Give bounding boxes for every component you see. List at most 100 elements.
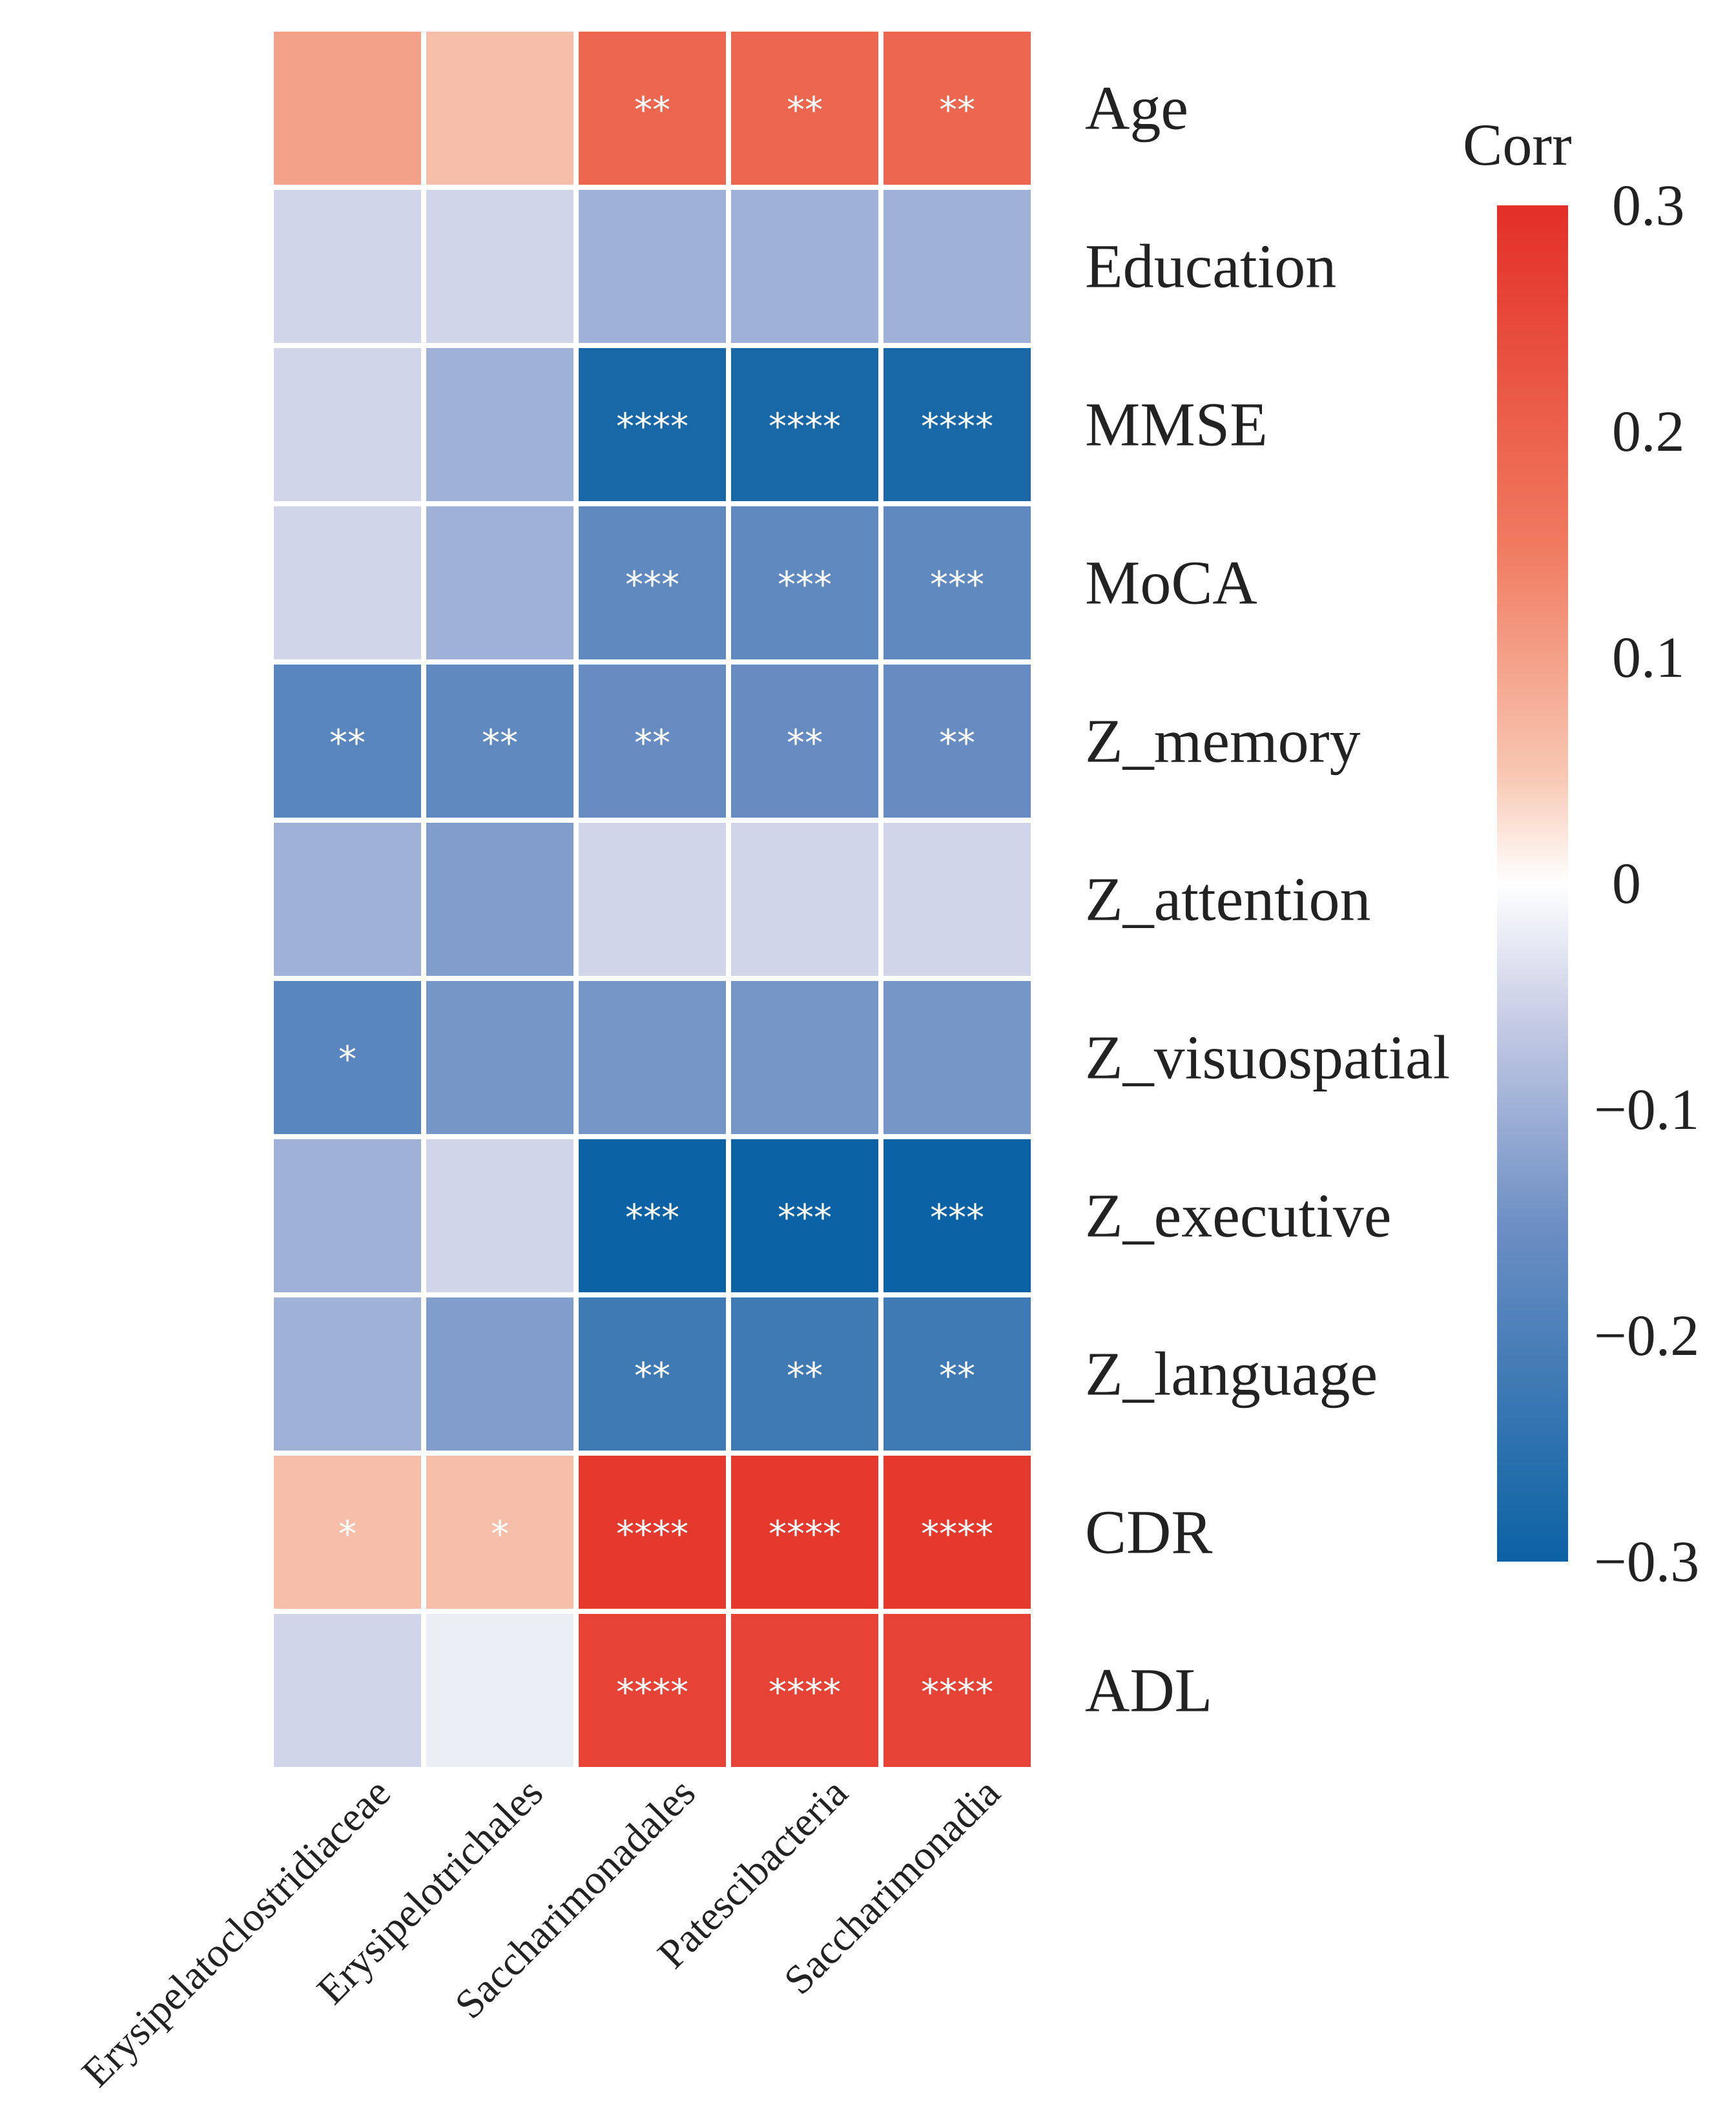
row-label: Education (1085, 232, 1336, 301)
heatmap-cell (426, 190, 574, 343)
heatmap-cell (274, 348, 421, 501)
heatmap-cell (579, 981, 726, 1134)
heatmap-cell (274, 1614, 421, 1767)
legend-tick-label: −0.2 (1594, 1304, 1699, 1368)
heatmap-cell (274, 32, 421, 185)
heatmap-cell (579, 348, 726, 501)
significance-label: ** (634, 1356, 670, 1398)
heatmap-cell (731, 665, 878, 818)
significance-label: **** (616, 1514, 688, 1556)
legend-title: Corr (1463, 112, 1572, 178)
heatmap-cell (884, 348, 1031, 501)
heatmap-cell (884, 823, 1031, 976)
column-labels: ErysipelatoclostridiaceaeErysipelotricha… (73, 1770, 1009, 2096)
heatmap-cells (274, 32, 1031, 1767)
heatmap-cell (884, 665, 1031, 818)
significance-label: *** (930, 1197, 984, 1239)
heatmap-cell (731, 981, 878, 1134)
significance-label: * (491, 1514, 509, 1556)
significance-label: * (338, 1039, 356, 1081)
heatmap-cell (884, 506, 1031, 659)
heatmap-cell (579, 1456, 726, 1609)
significance-label: **** (921, 1514, 993, 1556)
heatmap-cell (579, 1297, 726, 1451)
legend-colorbar (1497, 205, 1568, 1562)
legend-tick-label: 0.3 (1612, 174, 1685, 238)
significance-label: **** (921, 406, 993, 448)
heatmap-cell (884, 1297, 1031, 1451)
significance-label: *** (625, 1197, 679, 1239)
significance-label: **** (769, 1514, 841, 1556)
heatmap-cell (731, 1614, 878, 1767)
row-label: Z_executive (1085, 1181, 1391, 1250)
heatmap-cell (579, 32, 726, 185)
heatmap-cell (579, 1614, 726, 1767)
heatmap-cell (731, 1297, 878, 1451)
heatmap-cell (731, 348, 878, 501)
heatmap-cell (426, 348, 574, 501)
significance-label: ** (482, 723, 518, 765)
heatmap-cell (274, 1297, 421, 1451)
heatmap-cell (426, 1614, 574, 1767)
legend-tick-label: 0 (1612, 852, 1641, 916)
row-label: Z_memory (1085, 707, 1361, 776)
heatmap-cell (731, 823, 878, 976)
significance-markers: ** ** ****** **** ******* *** ***** ** ** ** *****… (329, 90, 993, 1714)
heatmap-cell (884, 1614, 1031, 1767)
row-labels: Age Education MMSE MoCA Z_memory Z_attention Z… (1085, 74, 1450, 1725)
significance-label: *** (778, 564, 832, 606)
significance-label: *** (625, 564, 679, 606)
row-label: Z_language (1085, 1339, 1378, 1409)
significance-label: * (338, 1514, 356, 1556)
significance-label: **** (769, 1672, 841, 1714)
significance-label: ** (787, 1356, 823, 1398)
heatmap-cell (884, 981, 1031, 1134)
heatmap-cell (731, 1139, 878, 1292)
row-label: Z_visuospatial (1085, 1023, 1450, 1092)
column-label: Erysipelatoclostridiaceae (73, 1770, 399, 2096)
significance-label: **** (616, 406, 688, 448)
heatmap-cell (579, 823, 726, 976)
significance-label: ** (787, 723, 823, 765)
heatmap-cell (731, 506, 878, 659)
row-label: MoCA (1085, 548, 1257, 617)
significance-label: ** (329, 723, 366, 765)
significance-label: ** (787, 90, 823, 132)
heatmap-cell (426, 1456, 574, 1609)
heatmap-cell (731, 190, 878, 343)
significance-label: ** (939, 90, 975, 132)
heatmap-cell (274, 823, 421, 976)
heatmap-cell (731, 1456, 878, 1609)
heatmap-cell (579, 190, 726, 343)
heatmap-cell (426, 665, 574, 818)
heatmap-cell (274, 665, 421, 818)
legend-tick-label: −0.3 (1594, 1530, 1699, 1594)
heatmap-cell (579, 1139, 726, 1292)
heatmap-cell (884, 190, 1031, 343)
row-label: CDR (1085, 1498, 1212, 1567)
significance-label: **** (616, 1672, 688, 1714)
heatmap-cell (274, 1456, 421, 1609)
heatmap-cell (884, 32, 1031, 185)
heatmap-cell (579, 665, 726, 818)
significance-label: *** (778, 1197, 832, 1239)
heatmap-cell (274, 190, 421, 343)
heatmap-cell (426, 506, 574, 659)
heatmap-cell (426, 823, 574, 976)
color-legend: Corr 0.3 0.2 0.1 0 −0.1 −0.2 −0.3 (1463, 112, 1699, 1594)
legend-tick-label: −0.1 (1594, 1078, 1699, 1142)
heatmap-cell (579, 506, 726, 659)
heatmap-cell (731, 32, 878, 185)
heatmap-cell (426, 1297, 574, 1451)
significance-label: ** (634, 723, 670, 765)
row-label: Age (1085, 74, 1188, 143)
legend-tick-label: 0.1 (1612, 626, 1685, 690)
legend-tick-label: 0.2 (1612, 400, 1685, 464)
significance-label: ** (939, 1356, 975, 1398)
significance-label: *** (930, 564, 984, 606)
row-label: MMSE (1085, 390, 1268, 459)
significance-label: ** (634, 90, 670, 132)
heatmap-cell (884, 1139, 1031, 1292)
heatmap-cell (426, 32, 574, 185)
